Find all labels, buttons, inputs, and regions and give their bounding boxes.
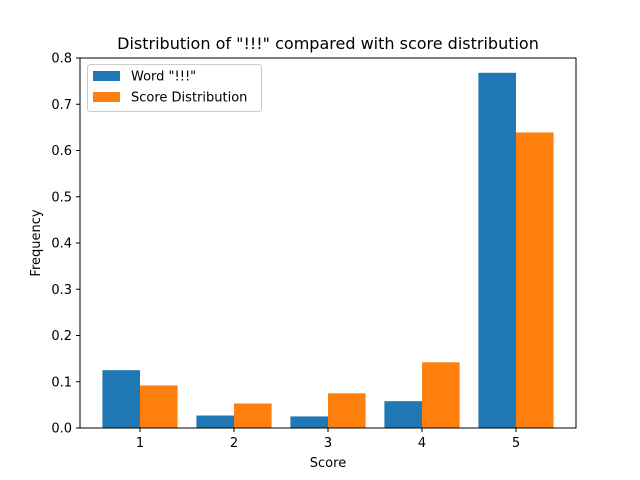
x-tick-label: 5 — [512, 436, 520, 451]
x-axis: 1 2 3 4 5 — [136, 428, 520, 451]
bar-series-2-score-1 — [140, 385, 178, 428]
bars-group — [102, 72, 554, 429]
y-tick-label: 0.3 — [51, 283, 72, 298]
x-tick-label: 2 — [230, 436, 238, 451]
bar-series-1-score-2 — [196, 415, 234, 428]
y-tick-label: 0.0 — [51, 422, 72, 437]
chart-title: Distribution of "!!!" compared with scor… — [117, 34, 539, 53]
bar-series-2-score-2 — [234, 403, 272, 428]
legend: Word "!!!" Score Distribution — [87, 64, 262, 112]
legend-label-1: Word "!!!" — [131, 70, 196, 85]
y-tick-label: 0.8 — [51, 52, 72, 67]
bar-series-2-score-4 — [422, 362, 460, 428]
y-axis-label: Frequency — [29, 209, 44, 276]
bar-series-2-score-3 — [328, 393, 366, 428]
y-tick-label: 0.6 — [51, 144, 72, 159]
bar-series-1-score-5 — [478, 72, 516, 429]
x-tick-label: 4 — [418, 436, 426, 451]
bar-series-2-score-5 — [516, 132, 554, 428]
legend-swatch-2 — [93, 92, 120, 102]
x-tick-label: 1 — [136, 436, 144, 451]
y-tick-label: 0.5 — [51, 190, 72, 205]
legend-label-2: Score Distribution — [131, 91, 247, 106]
y-tick-label: 0.7 — [51, 98, 72, 113]
y-axis: 0.0 0.1 0.2 0.3 0.4 0.5 0.6 0.7 0.8 — [51, 52, 80, 437]
legend-swatch-1 — [93, 71, 120, 81]
y-tick-label: 0.1 — [51, 375, 72, 390]
x-axis-label: Score — [310, 456, 346, 471]
x-tick-label: 3 — [324, 436, 332, 451]
bar-series-1-score-1 — [102, 370, 140, 428]
bar-series-1-score-3 — [290, 416, 328, 428]
legend-box — [87, 64, 262, 112]
y-tick-label: 0.4 — [51, 237, 72, 252]
bar-series-1-score-4 — [384, 401, 422, 428]
y-tick-label: 0.2 — [51, 329, 72, 344]
